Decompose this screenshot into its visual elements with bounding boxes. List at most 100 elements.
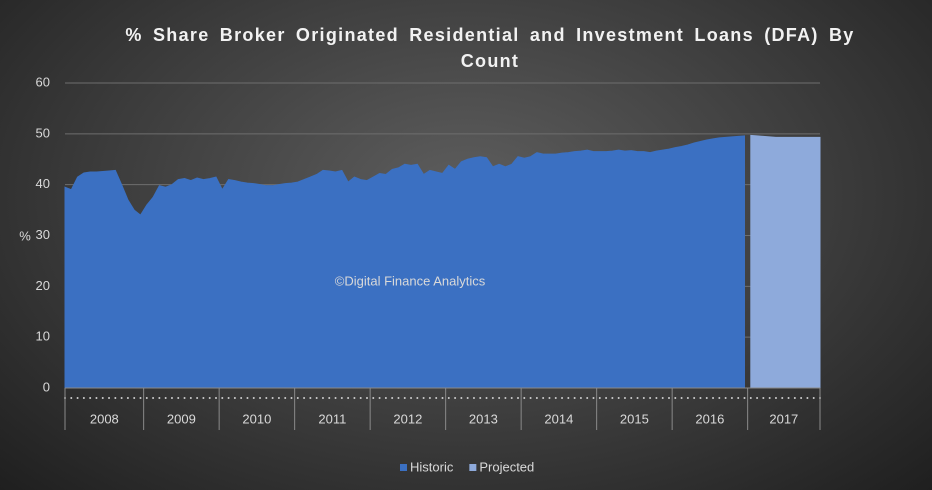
month-tick: [793, 397, 796, 399]
month-tick: [334, 397, 337, 399]
month-tick: [649, 397, 652, 399]
month-tick: [623, 397, 626, 399]
month-tick: [485, 397, 488, 399]
month-tick: [567, 397, 570, 399]
month-tick: [177, 397, 180, 399]
month-tick: [145, 397, 148, 399]
month-tick: [504, 397, 507, 399]
month-tick: [82, 397, 85, 399]
chart-title: % Share Broker Originated Residential an…: [125, 25, 855, 71]
month-tick: [479, 397, 482, 399]
month-tick: [246, 397, 249, 399]
watermark: ©Digital Finance Analytics: [335, 273, 486, 288]
month-tick: [680, 397, 683, 399]
month-tick: [542, 397, 545, 399]
x-tick-label: 2012: [393, 411, 422, 426]
month-tick: [170, 397, 173, 399]
month-tick: [655, 397, 658, 399]
month-tick: [592, 397, 595, 399]
month-tick: [95, 397, 98, 399]
area-projected: [750, 134, 821, 389]
month-tick: [101, 397, 104, 399]
month-tick: [812, 397, 815, 399]
month-tick: [749, 397, 752, 399]
month-tick: [139, 397, 142, 399]
month-tick: [668, 397, 670, 399]
month-tick: [718, 397, 721, 399]
month-tick: [284, 397, 287, 399]
month-tick: [686, 397, 689, 399]
month-tick: [781, 397, 784, 399]
month-tick: [579, 397, 582, 399]
y-tick-label: 20: [36, 278, 50, 293]
month-tick: [535, 397, 538, 399]
month-tick: [290, 397, 293, 399]
month-tick: [164, 397, 167, 399]
month-tick: [353, 397, 356, 399]
month-tick: [108, 397, 111, 399]
month-tick: [768, 397, 771, 399]
month-tick: [586, 397, 589, 399]
month-tick: [661, 397, 664, 399]
month-tick: [372, 397, 375, 399]
month-tick: [787, 397, 790, 399]
month-tick: [240, 397, 243, 399]
month-tick: [189, 397, 192, 399]
month-tick: [435, 397, 438, 399]
month-tick: [460, 397, 463, 399]
y-axis-label: %: [19, 228, 31, 243]
x-tick-label: 2009: [167, 411, 196, 426]
month-tick: [554, 397, 557, 399]
y-tick-label: 50: [36, 125, 50, 140]
month-tick: [636, 397, 639, 399]
legend-marker: [469, 464, 477, 471]
month-tick: [730, 397, 733, 399]
month-tick: [548, 397, 551, 399]
month-tick: [529, 397, 532, 399]
month-tick: [693, 397, 696, 399]
area-historic: [64, 135, 745, 389]
month-tick: [517, 397, 519, 399]
month-tick: [416, 397, 419, 399]
legend-label: Projected: [479, 459, 534, 474]
month-tick: [422, 397, 425, 399]
month-tick: [510, 397, 513, 399]
month-tick: [410, 397, 413, 399]
month-tick: [347, 397, 350, 399]
month-tick: [133, 397, 136, 399]
month-tick: [126, 397, 129, 399]
month-tick: [202, 397, 205, 399]
month-tick: [233, 397, 236, 399]
month-tick: [152, 397, 155, 399]
legend-label: Historic: [410, 459, 454, 474]
month-tick: [114, 397, 117, 399]
x-tick-label: 2011: [318, 411, 346, 426]
x-tick-label: 2017: [769, 411, 798, 426]
y-tick-label: 10: [36, 329, 50, 344]
y-tick-label: 40: [36, 176, 50, 191]
x-tick-label: 2016: [695, 411, 724, 426]
month-tick: [712, 397, 715, 399]
month-tick: [89, 397, 92, 399]
month-tick: [265, 397, 268, 399]
x-tick-label: 2008: [90, 411, 119, 426]
month-tick: [158, 397, 161, 399]
month-tick: [774, 397, 777, 399]
month-tick: [561, 397, 564, 399]
month-tick: [605, 397, 608, 399]
month-tick: [196, 397, 199, 399]
month-tick: [208, 397, 211, 399]
month-tick: [384, 397, 387, 399]
month-tick: [743, 397, 746, 399]
month-tick: [321, 397, 324, 399]
month-tick: [611, 397, 614, 399]
month-tick: [259, 397, 262, 399]
month-tick: [699, 397, 702, 399]
month-tick: [617, 397, 620, 399]
month-tick: [674, 397, 677, 399]
month-tick: [221, 397, 224, 399]
month-tick: [498, 397, 501, 399]
month-tick: [340, 397, 343, 399]
month-tick: [737, 397, 740, 399]
